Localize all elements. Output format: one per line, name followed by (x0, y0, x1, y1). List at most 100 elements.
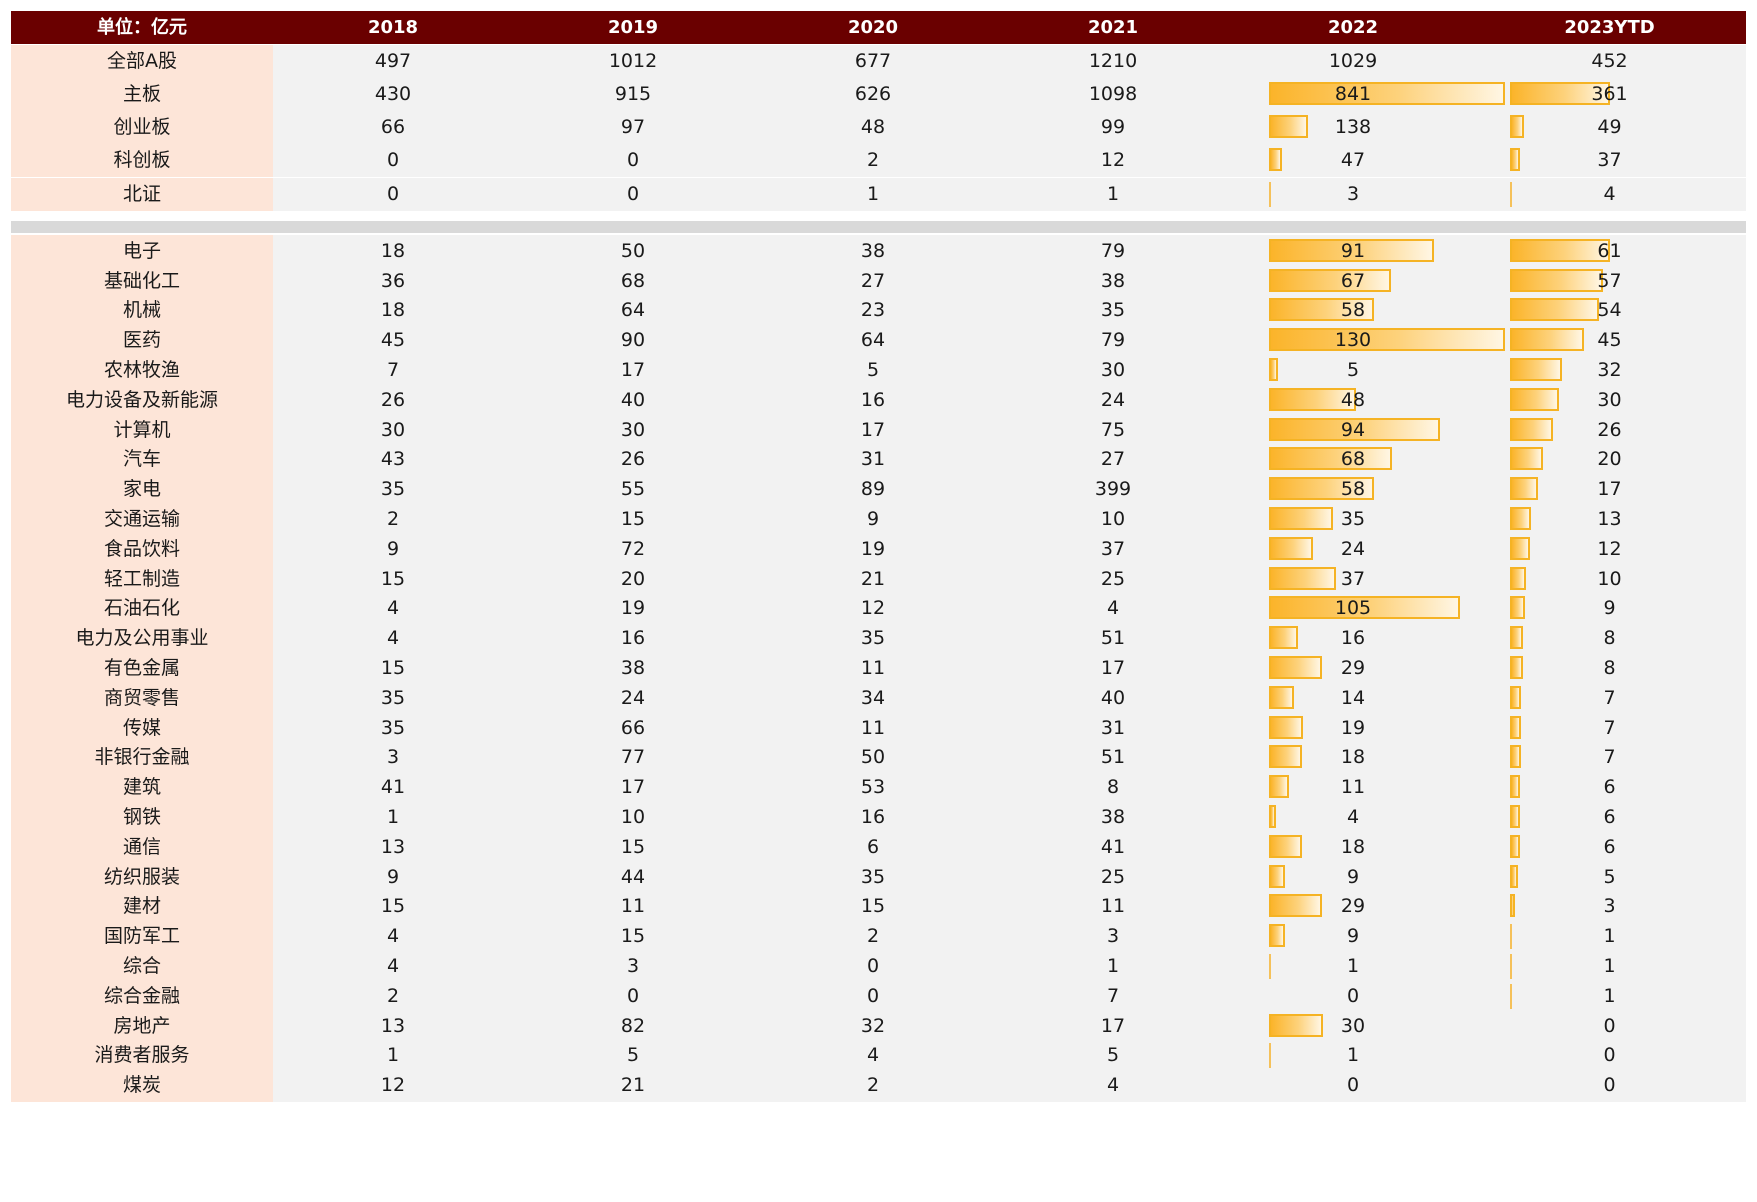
row-label: 计算机 (11, 413, 273, 447)
row-value-area (273, 711, 1746, 745)
value-cell: 16 (1340, 627, 1366, 650)
value-cell: 16 (860, 388, 886, 411)
value-cell: 13 (380, 1014, 406, 1037)
value-cell: 53 (860, 776, 886, 799)
row-value-area (273, 681, 1746, 715)
table-row: 综合 4 3 0 1 1 1 (11, 949, 1746, 983)
value-cell: 0 (1603, 1074, 1616, 1097)
value-cell: 41 (380, 776, 406, 799)
table-row: 交通运输 2 15 9 10 35 13 (11, 502, 1746, 536)
value-cell: 55 (620, 478, 646, 501)
value-cell: 48 (1340, 388, 1366, 411)
value-cell: 7 (1603, 716, 1616, 739)
row-value-area (273, 473, 1746, 507)
row-value-area (273, 622, 1746, 656)
row-value-area (273, 502, 1746, 536)
row-label: 基础化工 (11, 264, 273, 298)
bar-mark (1269, 357, 1279, 381)
value-cell: 497 (374, 49, 412, 72)
bar-mark (1510, 864, 1519, 888)
col-header: 2022 (1327, 17, 1379, 38)
bar-mark (1269, 268, 1391, 292)
value-cell: 3 (1346, 182, 1360, 205)
value-cell: 49 (1597, 116, 1622, 138)
value-cell: 68 (620, 269, 646, 292)
value-cell: 6 (1603, 835, 1616, 858)
value-cell: 29 (1340, 895, 1366, 918)
row-value-area (273, 532, 1746, 566)
bar-mark (1510, 566, 1527, 590)
table-row: 机械 18 64 23 35 58 54 (11, 294, 1746, 328)
row-value-area (273, 979, 1746, 1013)
value-cell: 26 (380, 388, 406, 411)
value-cell: 18 (380, 299, 406, 322)
value-cell: 4 (386, 925, 400, 948)
value-cell: 677 (854, 49, 892, 72)
bar-mark (1510, 834, 1520, 858)
value-cell: 7 (386, 358, 400, 381)
value-cell: 30 (380, 418, 406, 441)
table-row: 有色金属 15 38 11 17 29 8 (11, 651, 1746, 685)
value-cell: 25 (1100, 865, 1126, 888)
value-cell: 8 (1106, 776, 1120, 799)
value-cell: 11 (620, 895, 646, 918)
value-cell: 54 (1597, 299, 1622, 322)
value-cell: 15 (620, 925, 646, 948)
value-cell: 12 (380, 1074, 406, 1097)
bar-mark (1510, 506, 1532, 530)
value-cell: 19 (620, 597, 646, 620)
bar-mark (1269, 834, 1302, 858)
table-row: 商贸零售 35 24 34 40 14 7 (11, 681, 1746, 715)
value-cell: 9 (386, 865, 400, 888)
value-cell: 61 (1597, 239, 1622, 262)
value-cell: 34 (860, 686, 886, 709)
value-cell: 9 (1346, 925, 1360, 948)
row-value-area (273, 1009, 1746, 1043)
value-cell: 32 (860, 1014, 886, 1037)
value-cell: 9 (1346, 865, 1360, 888)
value-cell: 47 (1340, 149, 1366, 172)
value-cell: 57 (1597, 269, 1622, 292)
bar-mark (1510, 298, 1599, 322)
value-cell: 1 (1346, 954, 1360, 977)
value-cell: 89 (860, 478, 886, 501)
value-cell: 626 (854, 82, 892, 105)
value-cell: 8 (1603, 627, 1616, 650)
bar-mark (1510, 268, 1604, 292)
table-row: 科创板 0 0 2 12 47 37 (11, 144, 1746, 178)
table-row: 建材 15 11 15 11 29 3 (11, 890, 1746, 924)
value-cell: 8 (1603, 656, 1616, 679)
row-label: 轻工制造 (11, 562, 273, 596)
value-cell: 66 (620, 716, 646, 739)
row-label: 钢铁 (11, 800, 273, 834)
value-cell: 17 (1100, 1014, 1126, 1037)
table-row: 电子 18 50 38 79 91 61 (11, 234, 1746, 268)
value-cell: 5 (626, 1044, 640, 1067)
row-label: 建筑 (11, 771, 273, 805)
value-cell: 4 (386, 597, 400, 620)
value-cell: 2 (866, 149, 880, 172)
bar-mark (1510, 685, 1522, 709)
row-label: 机械 (11, 294, 273, 328)
value-cell: 37 (1100, 537, 1126, 560)
row-value-area (273, 741, 1746, 775)
value-cell: 18 (1340, 835, 1366, 858)
value-cell: 11 (860, 656, 886, 679)
row-value-area (273, 890, 1746, 924)
bar-mark (1510, 181, 1512, 207)
bar-mark (1269, 775, 1289, 799)
row-value-area (273, 413, 1746, 447)
value-cell: 21 (620, 1074, 646, 1097)
value-cell: 35 (860, 627, 886, 650)
value-cell: 29 (1340, 656, 1366, 679)
value-cell: 38 (1100, 805, 1126, 828)
value-cell: 40 (1100, 686, 1126, 709)
bar-mark (1510, 655, 1524, 679)
value-cell: 26 (1597, 418, 1622, 441)
table-row: 计算机 30 30 17 75 94 26 (11, 413, 1746, 447)
value-cell: 0 (1603, 1044, 1616, 1067)
row-label: 通信 (11, 830, 273, 864)
bar-mark (1510, 357, 1563, 381)
value-cell: 19 (860, 537, 886, 560)
value-cell: 24 (1100, 388, 1126, 411)
